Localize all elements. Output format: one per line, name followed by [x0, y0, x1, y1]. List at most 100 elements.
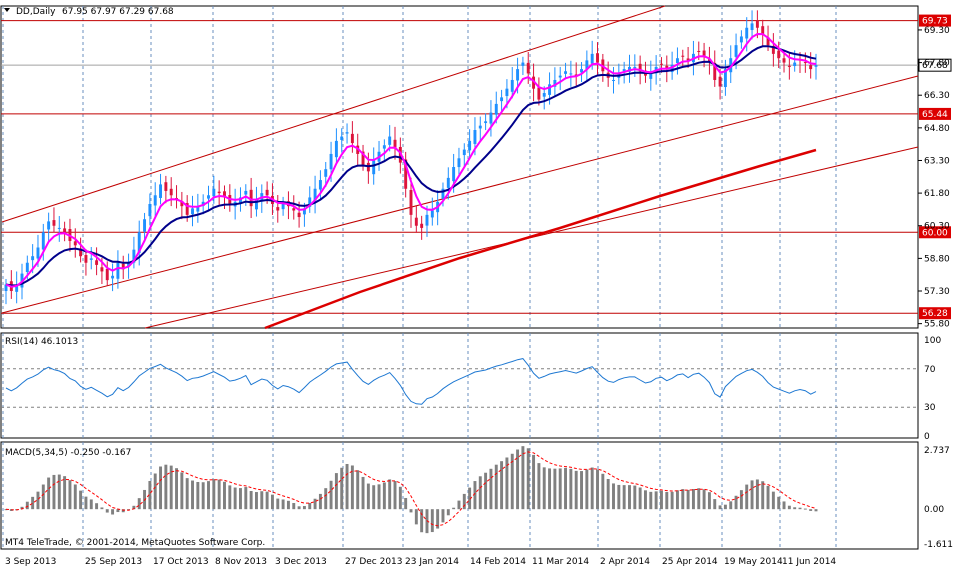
- candle-body: [382, 145, 386, 149]
- candle-body: [521, 62, 525, 66]
- ma-slow: [264, 148, 817, 330]
- macd-bar: [57, 474, 61, 510]
- time-label: 11 Mar 2014: [532, 557, 589, 567]
- candle-body: [52, 220, 56, 226]
- candle-body: [207, 195, 210, 199]
- candle-body: [425, 214, 429, 226]
- rsi-pane[interactable]: [0, 332, 919, 439]
- candle-body: [574, 74, 578, 76]
- macd-bar: [398, 486, 402, 510]
- level-tag: [919, 14, 951, 27]
- price-tick-label: 60.30: [924, 222, 950, 232]
- candle-body: [15, 284, 19, 292]
- time-label: 23 Jan 2014: [405, 557, 459, 567]
- price-tick-label: 69.30: [924, 26, 950, 36]
- copyright-text: MT4 TeleTrade, © 2001-2014, MetaQuotes S…: [5, 538, 265, 548]
- candle-body: [137, 232, 141, 253]
- macd-bar: [313, 498, 317, 510]
- macd-bar: [430, 509, 434, 533]
- dropdown-triangle-icon[interactable]: [4, 8, 10, 12]
- macd-bar: [207, 481, 210, 510]
- candle-body: [809, 65, 813, 70]
- candle-body: [633, 66, 637, 69]
- macd-bar: [25, 501, 29, 510]
- level-tag: [919, 307, 951, 320]
- candle-body: [185, 203, 189, 215]
- macd-bar: [249, 490, 253, 510]
- price-tick-label: 63.30: [924, 156, 950, 166]
- macd-bar: [649, 491, 653, 510]
- macd-bar: [175, 468, 178, 510]
- candle-body: [462, 149, 466, 156]
- channel-line[interactable]: [1, 5, 666, 223]
- macd-bar: [478, 476, 482, 510]
- horizontal-levels[interactable]: 69.73 65.44 60.00 56.28 67.68: [1, 14, 952, 320]
- macd-bar: [409, 509, 413, 513]
- macd-label: MACD(5,34,5) -0.250 -0.167: [5, 448, 131, 458]
- candle-body: [100, 267, 104, 272]
- macd-bar: [601, 473, 605, 510]
- macd-bar: [596, 469, 599, 510]
- macd-bar: [361, 476, 365, 510]
- price-tick-label: 58.80: [924, 254, 950, 264]
- macd-bar: [180, 472, 184, 510]
- macd-bar: [441, 509, 445, 523]
- candle-body: [622, 69, 626, 72]
- macd-bar: [414, 509, 418, 525]
- channel-line[interactable]: [1, 75, 919, 314]
- macd-bar: [329, 480, 333, 510]
- candle-body: [164, 182, 168, 191]
- macd-bar: [713, 499, 717, 510]
- candle-body: [239, 197, 242, 204]
- candle-body: [755, 20, 759, 28]
- candle-body: [121, 263, 125, 270]
- candle-body: [148, 203, 152, 217]
- macd-bar: [185, 478, 189, 510]
- candle-body: [63, 228, 67, 233]
- macd-bar: [212, 479, 216, 510]
- candle-body: [340, 136, 344, 140]
- candle-body: [446, 177, 450, 188]
- rsi-tick-label: 30: [924, 403, 936, 413]
- price-axis: 69.30 67.80 66.30 64.80 63.30 61.80 60.30 58.80…: [918, 26, 950, 330]
- macd-bar: [654, 491, 658, 510]
- macd-bar: [345, 463, 349, 510]
- candle-body: [713, 62, 717, 80]
- macd-bar: [494, 464, 498, 510]
- candle-body: [766, 37, 770, 46]
- candle-body: [334, 140, 338, 158]
- macd-bar: [473, 481, 477, 510]
- candle-body: [318, 180, 322, 190]
- candle-body: [489, 112, 493, 124]
- candle-body: [297, 212, 301, 218]
- time-label: 19 May 2014: [724, 557, 783, 567]
- macd-bar: [500, 461, 504, 510]
- macd-indicator: 2.737 0.00 -1.611: [4, 446, 953, 550]
- macd-bar: [697, 488, 701, 510]
- candle-body: [36, 247, 40, 259]
- macd-bar: [659, 490, 663, 510]
- candle-body: [132, 249, 136, 263]
- candle-body: [580, 69, 583, 73]
- rsi-line: [5, 358, 817, 405]
- rsi-tick-label: 70: [924, 365, 936, 375]
- macd-bar: [393, 481, 397, 510]
- candle-body: [223, 191, 226, 198]
- macd-bar: [521, 446, 525, 510]
- candle-body: [89, 258, 93, 260]
- macd-bar: [580, 471, 583, 510]
- macd-bar: [489, 468, 493, 510]
- candle-body: [153, 195, 157, 206]
- macd-bar: [356, 470, 360, 510]
- candle-body: [404, 159, 408, 189]
- candle-body: [590, 53, 594, 64]
- candle-body: [750, 23, 754, 31]
- macd-bar: [276, 498, 280, 510]
- macd-bar: [68, 480, 72, 510]
- macd-bar: [734, 495, 738, 510]
- candle-body: [409, 190, 413, 215]
- candle-body: [697, 50, 701, 52]
- candle-body: [276, 207, 280, 211]
- macd-bar: [404, 497, 408, 510]
